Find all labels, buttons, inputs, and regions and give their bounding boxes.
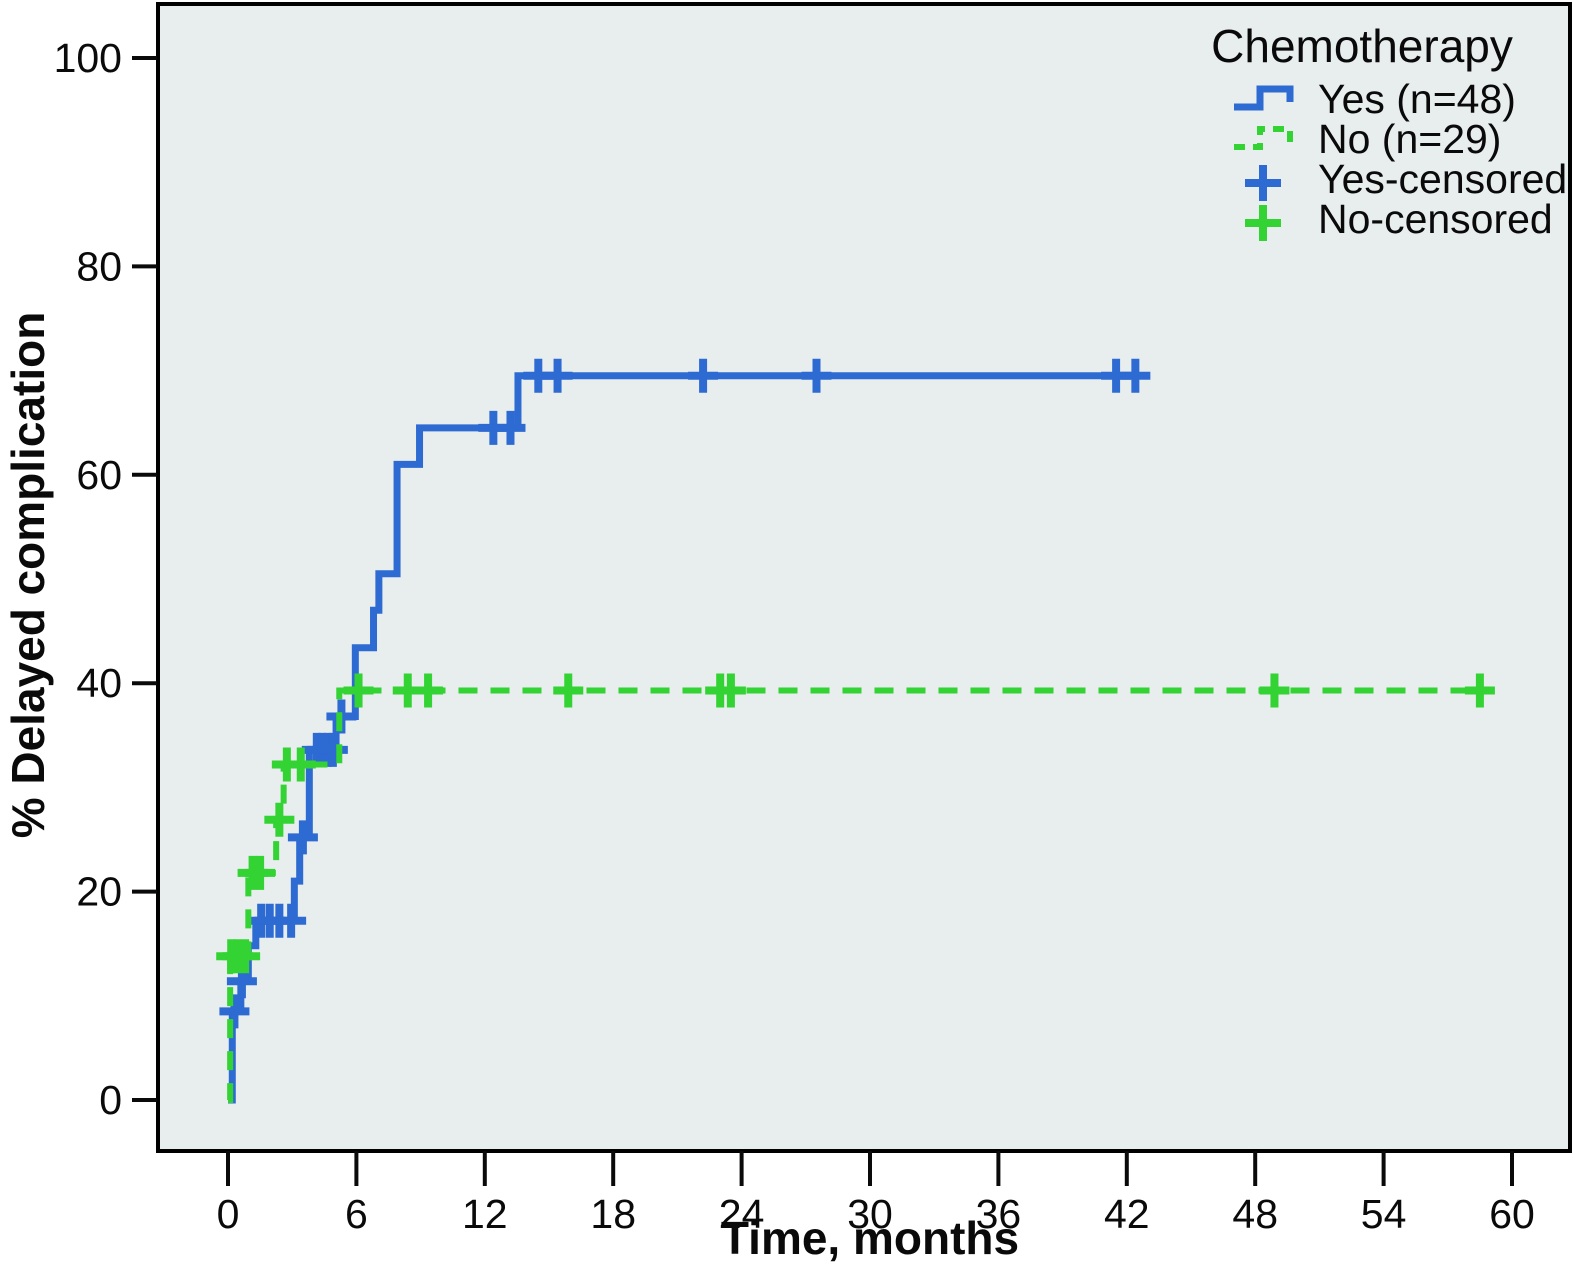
y-tick-label: 60 (76, 452, 122, 498)
x-tick-label: 18 (590, 1191, 636, 1237)
censored-mark-no (230, 939, 261, 974)
legend-glyph-yes-censored (1245, 165, 1281, 201)
censored-mark-no (1259, 673, 1290, 708)
censored-mark-yes (542, 358, 573, 393)
legend-label-yes-censored: Yes-censored (1318, 156, 1567, 202)
y-tick-label: 0 (99, 1077, 122, 1123)
x-tick-label: 48 (1232, 1191, 1278, 1237)
censored-mark-yes (317, 732, 348, 767)
x-tick-label: 24 (719, 1191, 765, 1237)
x-tick-label: 36 (976, 1191, 1022, 1237)
censored-mark-yes (495, 410, 526, 445)
x-axis-title: Time, months (721, 1212, 1019, 1264)
x-tick-label: 0 (217, 1191, 240, 1237)
x-tick-label: 6 (345, 1191, 368, 1237)
censored-mark-yes (801, 358, 832, 393)
legend-glyph-no-censored (1245, 205, 1281, 241)
legend-label-no: No (n=29) (1318, 116, 1501, 162)
censored-mark-no (343, 673, 374, 708)
legend-label-no-censored: No-censored (1318, 196, 1553, 242)
survival-curve-no (227, 687, 1480, 1103)
x-tick-label: 12 (462, 1191, 508, 1237)
legend-glyph-yes-line (1234, 85, 1294, 111)
censored-mark-yes (219, 994, 250, 1029)
y-axis-title: % Delayed complication (2, 312, 54, 839)
censored-mark-yes (1120, 358, 1151, 393)
legend-label-yes: Yes (n=48) (1318, 76, 1516, 122)
legend-glyphs (1234, 85, 1294, 241)
y-tick-label: 40 (76, 660, 122, 706)
censored-mark-no (1464, 673, 1495, 708)
y-tick-label: 20 (76, 869, 122, 915)
x-tick-label: 30 (847, 1191, 893, 1237)
censored-mark-yes (688, 358, 719, 393)
legend-glyph-no-line (1234, 126, 1293, 150)
y-tick-label: 80 (76, 243, 122, 289)
x-tick-label: 60 (1489, 1191, 1535, 1237)
censored-mark-no (413, 673, 444, 708)
censored-mark-no (264, 802, 295, 837)
censored-mark-yes (287, 820, 318, 855)
censored-mark-no (285, 747, 316, 782)
x-tick-label: 42 (1104, 1191, 1150, 1237)
censored-mark-no (553, 673, 584, 708)
series-curves (216, 358, 1495, 1104)
legend-title: Chemotherapy (1211, 20, 1513, 72)
censored-mark-no (715, 673, 746, 708)
y-axis-ticks: 0 20 40 60 80 100 (54, 35, 157, 1123)
censored-mark-yes (276, 903, 307, 938)
x-axis-ticks: 0 6 12 18 24 30 36 42 48 54 60 (217, 1151, 1535, 1237)
plot-area (156, 2, 1572, 1153)
x-tick-label: 54 (1361, 1191, 1407, 1237)
y-tick-label: 100 (54, 35, 122, 81)
censored-mark-no (245, 855, 276, 890)
